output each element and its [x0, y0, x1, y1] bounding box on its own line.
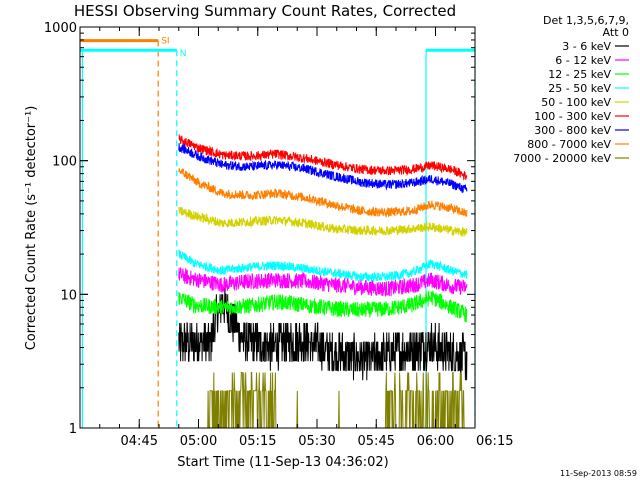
plot-timestamp: 11-Sep-2013 08:59 — [560, 469, 637, 478]
series-line-4 — [178, 206, 468, 237]
legend-entry-label: 300 - 800 keV — [534, 124, 611, 137]
x-tick-label: 06:00 — [417, 434, 454, 449]
legend-header-0: Det 1,3,5,6,7,9, — [543, 14, 629, 27]
axes-layer: 1 10 100 1000 04:45 05:00 05:15 05:30 05:45 06:00… — [44, 21, 514, 449]
legend-entry-label: 50 - 100 keV — [541, 96, 611, 109]
x-tick-label: 05:00 — [180, 434, 217, 449]
series-line-2 — [178, 290, 468, 323]
y-tick-label: 1 — [69, 422, 77, 437]
x-tick-label: 05:45 — [358, 434, 395, 449]
x-tick-label: 06:15 — [476, 434, 513, 449]
y-axis-label: Corrected Count Rate (s⁻¹ detector⁻¹) — [24, 106, 39, 351]
legend-entry-label: 25 - 50 keV — [548, 82, 611, 95]
series-line-6 — [178, 143, 468, 194]
chart-title: HESSI Observing Summary Count Rates, Cor… — [74, 2, 456, 20]
flag-label-1: N — [180, 49, 187, 59]
series-line-1 — [178, 266, 468, 297]
legend-entry-label: 6 - 12 keV — [555, 54, 611, 67]
x-tick-label: 05:30 — [298, 434, 335, 449]
flag-label-0: SI — [161, 37, 169, 47]
series-line-0 — [178, 284, 468, 381]
x-axis-label: Start Time (11-Sep-13 04:36:02) — [177, 455, 388, 470]
legend-entry-label: 3 - 6 keV — [562, 40, 611, 53]
legend-entry-label: 800 - 7000 keV — [527, 138, 611, 151]
y-tick-label: 1000 — [44, 21, 77, 36]
legend-entry-label: 100 - 300 keV — [534, 110, 611, 123]
x-tick-label: 05:15 — [239, 434, 276, 449]
series-line-3 — [178, 249, 468, 283]
series-line-7 — [178, 167, 468, 218]
series-line-8 — [178, 372, 467, 429]
series-layer — [178, 134, 468, 429]
y-tick-label: 10 — [60, 288, 77, 303]
legend-entry-label: 12 - 25 keV — [548, 68, 611, 81]
legend-entry-label: 7000 - 20000 keV — [513, 152, 611, 165]
y-tick-label: 100 — [52, 155, 77, 170]
legend-header-1: Att 0 — [603, 26, 629, 39]
x-tick-label: 04:45 — [121, 434, 158, 449]
series-line-5 — [178, 134, 468, 181]
